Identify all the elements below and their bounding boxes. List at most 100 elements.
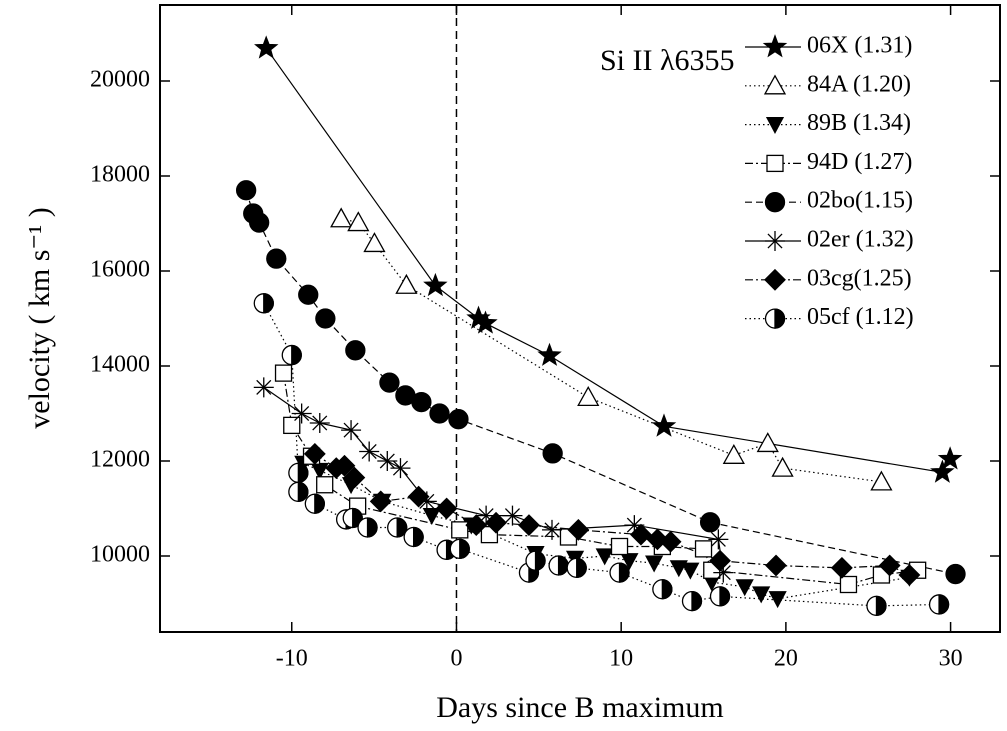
marker-part — [448, 409, 469, 430]
marker — [254, 35, 279, 59]
marker — [249, 212, 270, 233]
y-tick-label: 14000 — [90, 352, 150, 378]
marker-part — [645, 555, 664, 573]
marker — [735, 579, 754, 597]
marker-part — [630, 523, 652, 546]
marker-part — [419, 493, 435, 509]
marker-part — [763, 74, 787, 95]
marker-part — [473, 310, 498, 334]
marker — [429, 403, 450, 424]
marker — [765, 554, 787, 577]
marker-part — [274, 364, 293, 382]
legend-marker — [766, 154, 784, 173]
y-tick-label: 20000 — [90, 67, 150, 93]
marker-part — [661, 579, 673, 600]
marker-part — [330, 207, 353, 228]
marker — [266, 248, 287, 269]
marker-part — [423, 272, 448, 297]
marker — [298, 284, 319, 305]
series-line — [265, 47, 951, 474]
marker — [395, 273, 418, 294]
marker-part — [898, 564, 921, 586]
marker-part — [537, 342, 562, 366]
marker-part — [256, 379, 272, 395]
marker-part — [659, 530, 682, 553]
marker-part — [298, 284, 319, 305]
marker-part — [534, 550, 546, 571]
annotation: Si II λ6355 — [600, 44, 735, 77]
marker-part — [303, 442, 326, 465]
marker — [645, 555, 664, 573]
marker-part — [379, 453, 395, 469]
plot-frame — [159, 4, 1001, 633]
marker-part — [735, 579, 754, 597]
marker — [359, 441, 380, 462]
marker-part — [557, 555, 569, 576]
marker-part — [699, 512, 721, 533]
marker — [341, 420, 362, 441]
marker — [369, 490, 392, 513]
marker-part — [577, 386, 600, 406]
marker — [309, 413, 330, 433]
marker-part — [294, 405, 310, 422]
marker — [768, 591, 787, 609]
marker — [288, 462, 309, 484]
legend-label: 06X (1.31) — [807, 33, 912, 59]
marker — [303, 442, 326, 465]
marker — [839, 575, 858, 594]
legend-label: 02er (1.32) — [807, 227, 914, 253]
marker-part — [361, 443, 377, 460]
marker — [866, 595, 887, 617]
marker — [681, 562, 700, 580]
marker — [659, 530, 682, 553]
marker — [387, 517, 408, 538]
marker-part — [235, 180, 257, 201]
marker-part — [345, 340, 366, 361]
marker-part — [395, 273, 418, 294]
legend-label: 89B (1.34) — [807, 110, 911, 136]
marker — [537, 342, 562, 366]
marker-part — [422, 507, 441, 526]
marker — [407, 485, 430, 508]
marker — [595, 548, 614, 566]
marker — [363, 232, 386, 253]
marker — [304, 493, 325, 514]
marker — [403, 526, 424, 548]
marker-part — [254, 35, 279, 59]
marker-part — [459, 538, 470, 560]
marker — [379, 372, 400, 393]
marker-part — [429, 403, 450, 424]
marker — [699, 512, 721, 533]
marker-part — [839, 575, 858, 594]
marker — [566, 557, 587, 579]
marker — [253, 293, 274, 314]
marker-part — [878, 554, 901, 577]
legend-label: 05cf (1.12) — [807, 304, 914, 330]
legend-label: 84A (1.20) — [807, 71, 911, 97]
marker-part — [343, 466, 366, 489]
marker-part — [595, 548, 614, 566]
marker-part — [756, 432, 779, 453]
marker — [357, 517, 378, 538]
x-tick-label: 0 — [450, 646, 462, 672]
marker — [485, 511, 507, 534]
marker-part — [945, 563, 966, 585]
marker — [343, 466, 366, 489]
y-tick-label: 16000 — [90, 257, 150, 283]
y-axis-label: velocity ( km s⁻¹ ) — [23, 207, 56, 428]
marker — [609, 562, 630, 583]
marker — [449, 538, 470, 560]
legend-marker — [765, 231, 785, 251]
marker-part — [752, 586, 771, 604]
marker-part — [544, 522, 560, 538]
marker — [448, 409, 469, 430]
marker — [347, 211, 370, 232]
marker-part — [694, 540, 713, 558]
marker — [435, 497, 458, 520]
marker-part — [465, 514, 488, 537]
marker-part — [567, 518, 590, 541]
marker — [709, 549, 731, 572]
series-line — [263, 386, 724, 573]
legend-marker — [764, 268, 786, 291]
marker — [708, 529, 729, 550]
